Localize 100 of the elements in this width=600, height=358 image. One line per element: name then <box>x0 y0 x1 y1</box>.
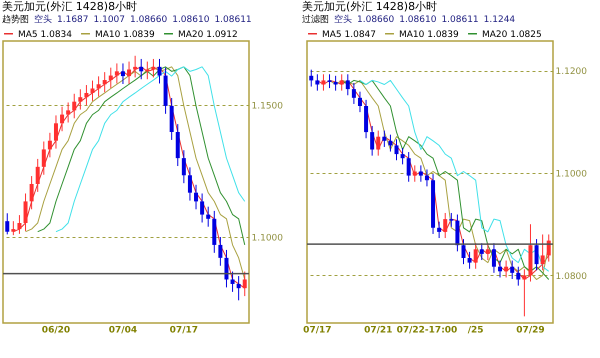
candlestick <box>42 141 46 176</box>
candlestick <box>424 168 429 187</box>
candlestick <box>443 212 448 239</box>
y-tick-label: 1.1000 <box>252 234 284 244</box>
candlestick <box>182 150 186 184</box>
candlestick <box>188 166 192 202</box>
candlestick <box>218 236 222 266</box>
text: 1.08660 <box>357 15 394 25</box>
x-tick-label: 07/17 <box>303 326 332 336</box>
candlestick <box>133 55 138 78</box>
candlestick <box>498 260 502 278</box>
x-tick-label: 07/17 <box>170 326 198 336</box>
candlestick <box>437 221 442 239</box>
candlestick <box>522 268 526 317</box>
line-series <box>55 66 246 232</box>
candlestick <box>468 251 472 270</box>
text: 1.08610 <box>399 15 436 25</box>
candlestick <box>54 114 58 150</box>
chart-subtitle: 趋势图 <box>2 15 29 25</box>
candlestick <box>157 58 162 84</box>
candlestick <box>5 212 10 235</box>
candlestick <box>84 84 88 106</box>
chart-title: 美元加元(外汇 1428)8小时 <box>1 0 138 14</box>
text: 1.1244 <box>484 15 516 25</box>
text: 1.08610 <box>172 15 210 25</box>
candlestick <box>151 58 156 78</box>
candlestick <box>394 138 399 161</box>
candlestick <box>546 234 551 262</box>
candlestick <box>321 74 326 92</box>
candlestick <box>120 62 125 84</box>
y-tick-label: 1.1000 <box>556 170 588 180</box>
candlestick <box>388 134 392 152</box>
text: 1.1687 <box>57 15 88 25</box>
candlestick <box>72 93 76 119</box>
y-tick-label: 1.0800 <box>556 272 588 282</box>
candlestick <box>200 192 204 223</box>
candlestick <box>418 164 423 182</box>
candlestick <box>30 176 34 210</box>
legend-label: MA10 1.0839 <box>95 30 155 40</box>
candlestick <box>96 76 101 97</box>
chart-subtitle: 过滤图 <box>302 15 329 25</box>
candlestick <box>139 58 144 80</box>
candlestick <box>24 192 28 232</box>
candlestick <box>504 260 508 278</box>
candlestick <box>510 260 514 280</box>
candlestick <box>224 249 228 288</box>
candlestick <box>145 61 150 80</box>
candlestick <box>540 234 545 271</box>
x-tick-label: /25 <box>468 326 484 336</box>
candlestick <box>406 152 411 182</box>
x-tick-label: 07/22-17:00 <box>396 326 458 336</box>
candlestick <box>36 158 40 192</box>
text: 1.08660 <box>130 15 168 25</box>
candlestick <box>17 214 22 234</box>
legend-label: MA20 1.0825 <box>482 30 542 40</box>
candlestick <box>236 276 241 301</box>
candlestick <box>352 82 356 104</box>
text: 空头 <box>334 15 352 25</box>
candlestick <box>230 271 235 292</box>
candlestick <box>242 271 247 297</box>
candlestick <box>315 74 320 92</box>
text: 1.08611 <box>214 15 252 25</box>
candlestick <box>102 72 107 93</box>
text: 1.08611 <box>441 15 479 25</box>
candlestick <box>461 238 466 265</box>
chart-title: 美元加元(外汇 1428)8小时 <box>301 0 438 14</box>
text: 空头 <box>34 15 52 25</box>
candlestick <box>48 132 52 158</box>
candlestick <box>449 212 454 228</box>
legend-label: MA5 1.0834 <box>18 30 72 40</box>
legend-label: MA5 1.0847 <box>322 30 376 40</box>
candlestick <box>328 74 332 89</box>
candlestick <box>334 75 338 92</box>
candlestick <box>114 62 119 84</box>
candlestick <box>370 125 374 156</box>
candlestick <box>11 220 16 236</box>
x-tick-label: 06/20 <box>42 326 70 336</box>
candlestick <box>340 74 344 92</box>
candlestick <box>206 206 210 228</box>
candlestick <box>127 61 132 84</box>
candlestick <box>376 130 380 156</box>
candlestick <box>90 80 95 102</box>
text: 1.1007 <box>94 15 125 25</box>
candlestick <box>492 242 496 274</box>
candlestick <box>60 106 64 132</box>
line-series <box>37 66 246 246</box>
candlestick <box>358 91 362 113</box>
candlestick <box>534 238 539 271</box>
candlestick <box>78 88 82 110</box>
candlestick <box>346 74 350 96</box>
x-tick-label: 07/29 <box>516 326 545 336</box>
y-tick-label: 1.1500 <box>252 102 284 112</box>
candlestick <box>474 242 478 270</box>
candlestick <box>382 130 386 148</box>
candlestick <box>66 102 70 124</box>
y-tick-label: 1.1200 <box>556 67 588 78</box>
candlestick <box>412 164 417 182</box>
candlestick <box>516 266 520 286</box>
candlestick <box>108 67 113 88</box>
legend-label: MA20 1.0912 <box>178 30 238 40</box>
